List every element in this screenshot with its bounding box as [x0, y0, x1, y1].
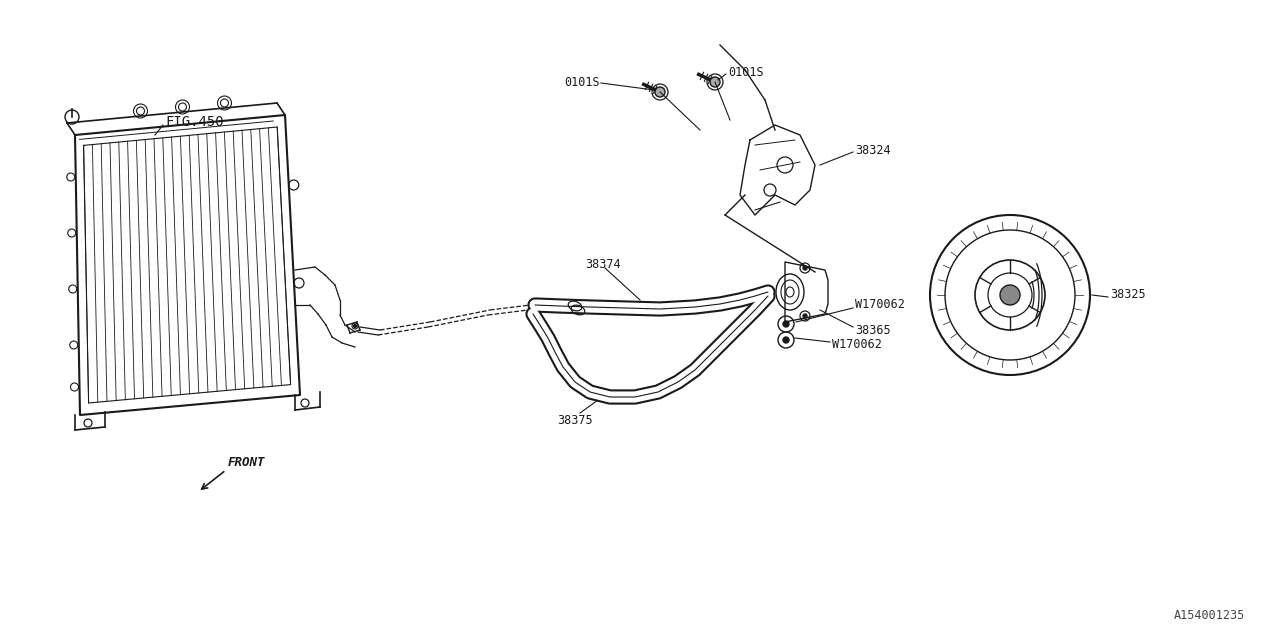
Text: W170062: W170062	[855, 298, 905, 312]
Circle shape	[803, 314, 806, 318]
Circle shape	[783, 321, 788, 327]
Text: W170062: W170062	[832, 339, 882, 351]
Text: 38324: 38324	[855, 143, 891, 157]
Text: FRONT: FRONT	[228, 456, 265, 469]
Text: 38374: 38374	[585, 259, 621, 271]
Text: 38365: 38365	[855, 323, 891, 337]
Text: FIG.450: FIG.450	[165, 115, 224, 129]
Circle shape	[655, 87, 666, 97]
Circle shape	[353, 324, 357, 328]
Circle shape	[1000, 285, 1020, 305]
Circle shape	[710, 77, 719, 87]
Text: 0101S: 0101S	[728, 65, 764, 79]
Text: A154001235: A154001235	[1174, 609, 1245, 622]
Text: 38325: 38325	[1110, 289, 1146, 301]
Circle shape	[783, 337, 788, 343]
Circle shape	[803, 266, 806, 270]
Text: 0101S: 0101S	[564, 76, 600, 88]
Text: 38375: 38375	[557, 413, 593, 426]
